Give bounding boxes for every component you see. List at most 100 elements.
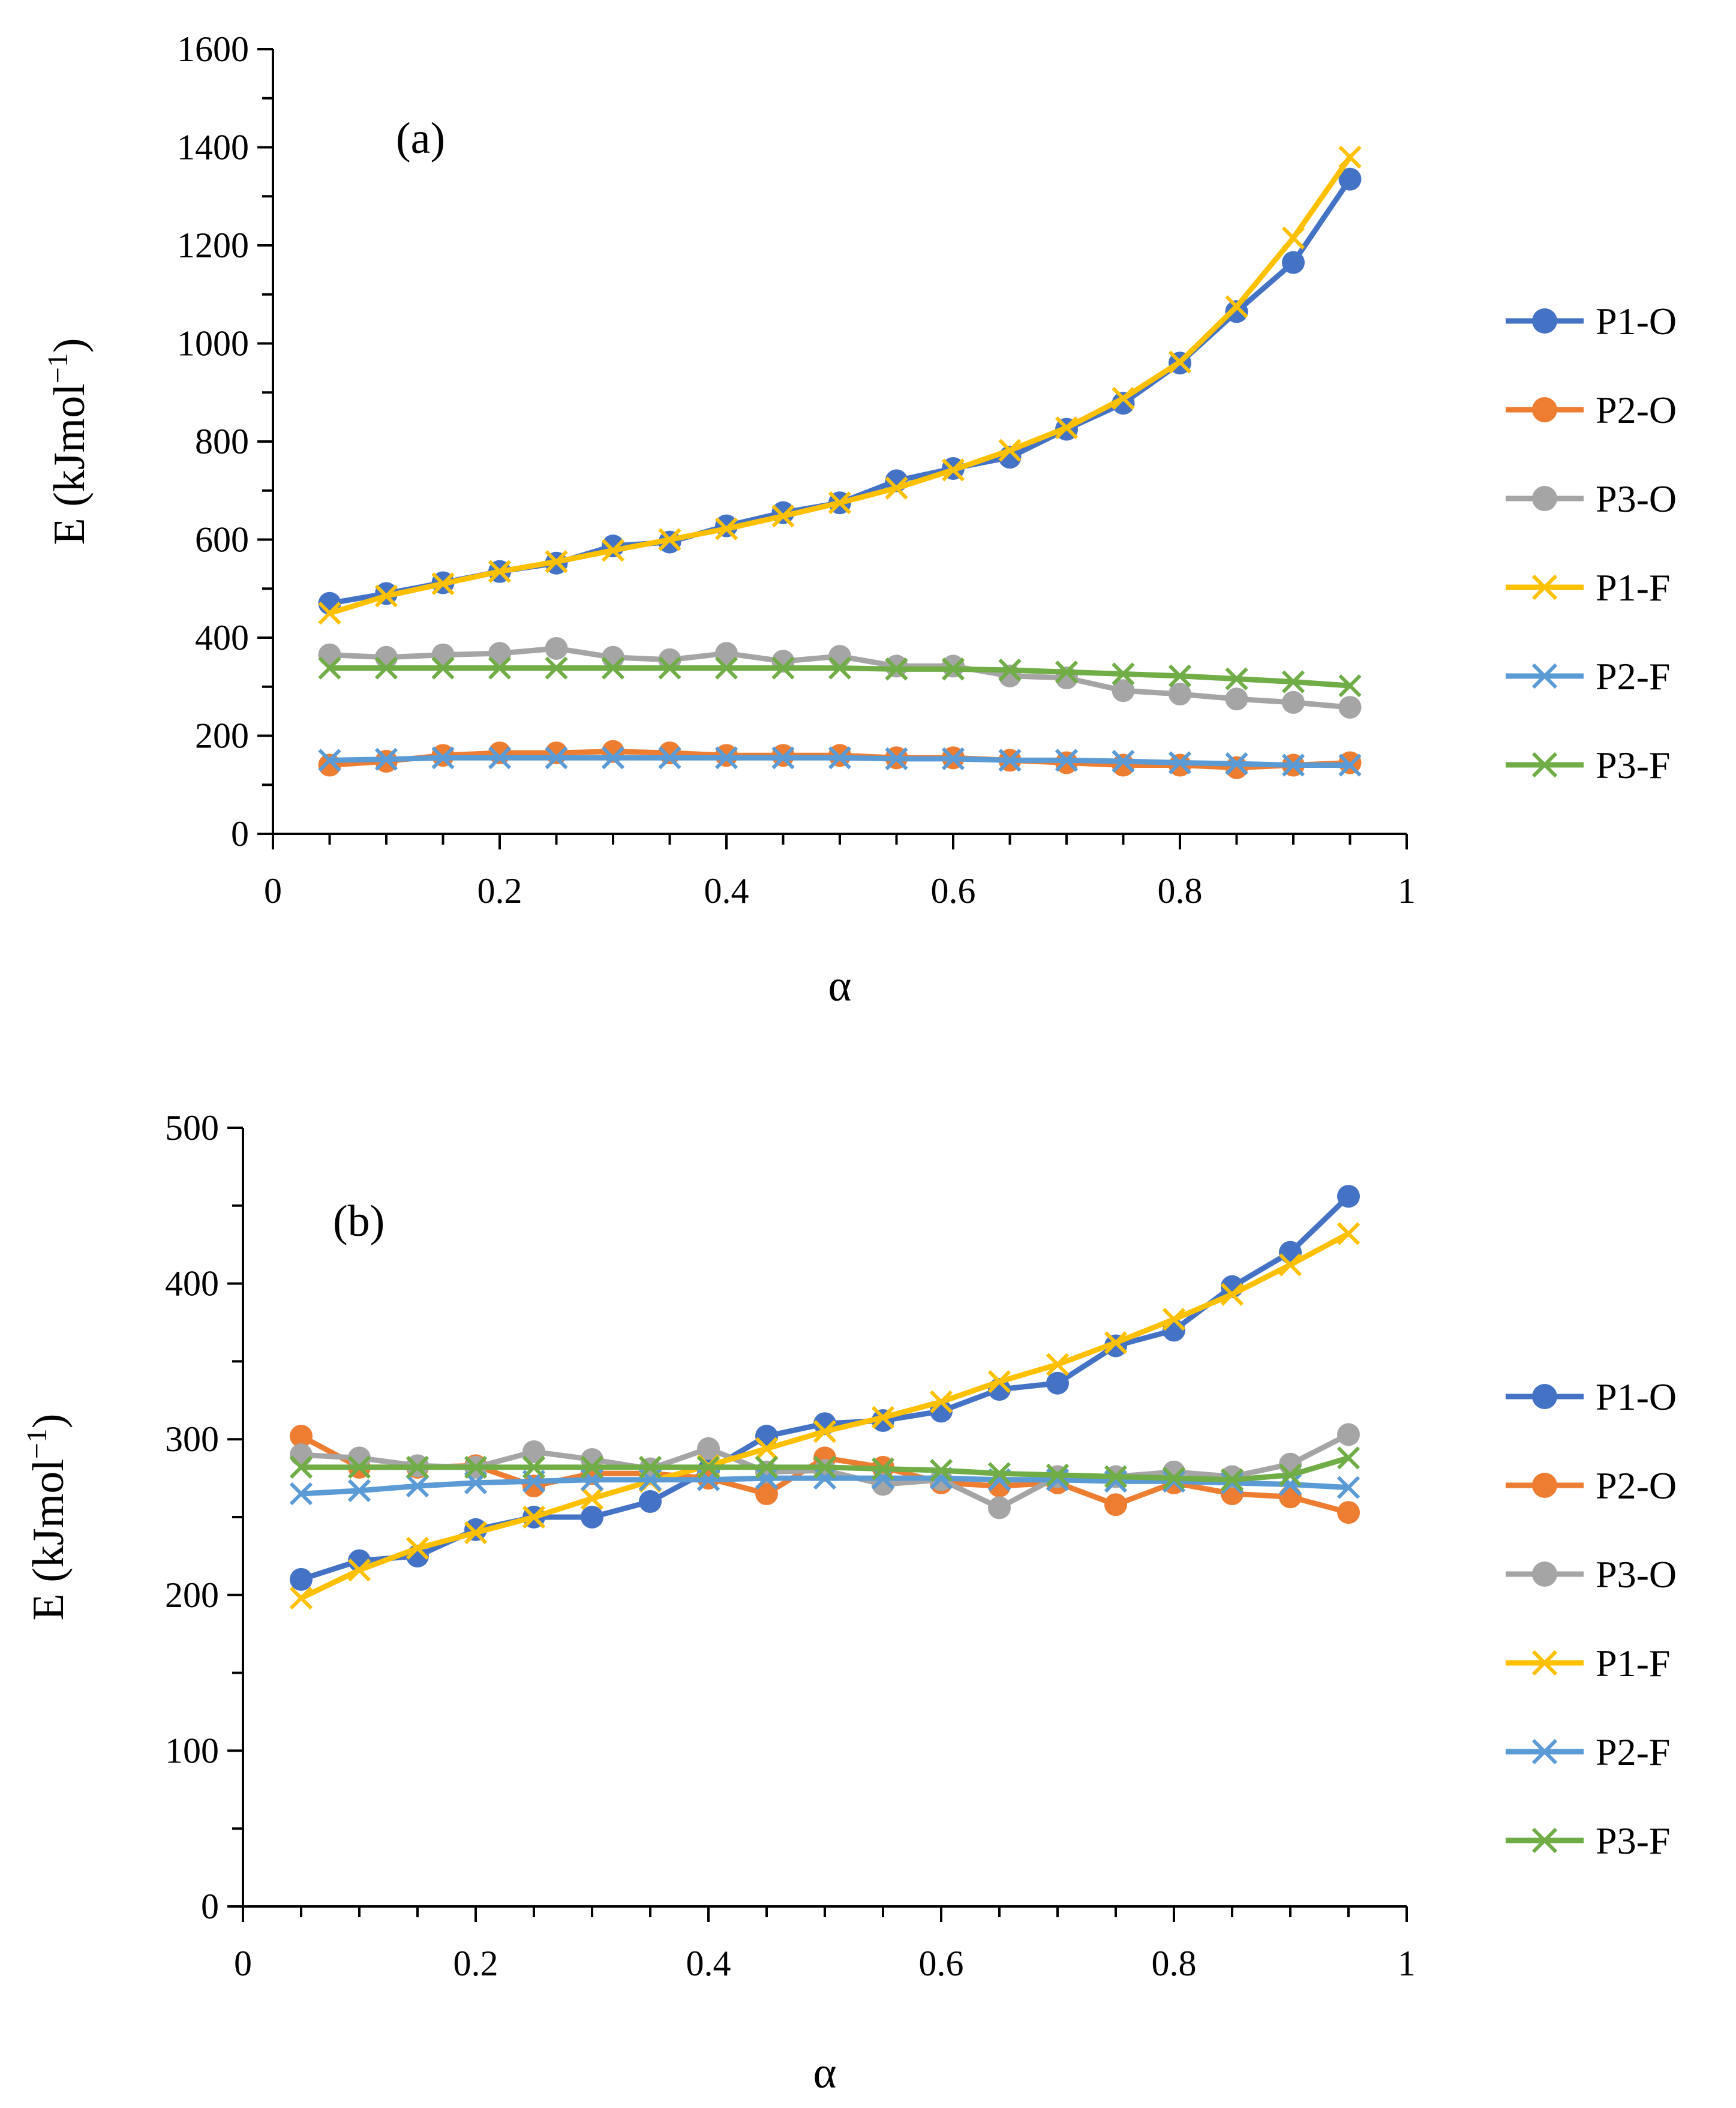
data-point bbox=[714, 656, 738, 680]
data-point-stroke bbox=[987, 1462, 1011, 1485]
legend-entry-p1-f: P1-F bbox=[1506, 566, 1671, 609]
data-point-stroke bbox=[1220, 1283, 1244, 1306]
data-point-stroke bbox=[941, 747, 965, 771]
y-tick-label: 1400 bbox=[177, 128, 249, 167]
data-point bbox=[1104, 1493, 1127, 1517]
data-point-stroke bbox=[1104, 1331, 1128, 1355]
y-tick-label: 200 bbox=[165, 1575, 219, 1615]
x-tick-label: 0.4 bbox=[704, 871, 749, 911]
legend-entry-p3-o: P3-O bbox=[1506, 478, 1677, 520]
data-point bbox=[464, 1521, 488, 1545]
data-point bbox=[318, 643, 341, 666]
legend-marker bbox=[1532, 1473, 1557, 1498]
data-point bbox=[545, 656, 568, 680]
data-point bbox=[318, 753, 341, 777]
data-point bbox=[289, 1482, 313, 1506]
y-axis-label-main: E (kJmol bbox=[24, 1459, 73, 1620]
data-point bbox=[290, 1568, 313, 1591]
data-point-stroke bbox=[1281, 753, 1305, 777]
y-tick-label: 0 bbox=[231, 814, 249, 854]
data-point bbox=[1168, 751, 1192, 774]
data-point-stroke bbox=[1168, 751, 1192, 774]
data-point-stroke bbox=[1162, 1308, 1186, 1331]
data-point-stroke bbox=[998, 749, 1022, 772]
data-point-stroke bbox=[580, 1455, 604, 1479]
data-point bbox=[998, 439, 1022, 462]
data-point bbox=[1104, 1465, 1128, 1488]
data-point-stroke bbox=[1046, 1463, 1070, 1487]
data-point bbox=[488, 560, 512, 583]
data-point-stroke bbox=[885, 657, 908, 681]
y-tick-label: 400 bbox=[195, 618, 249, 657]
data-point bbox=[987, 1370, 1011, 1394]
data-point-stroke bbox=[828, 491, 852, 515]
legend-label: P1-O bbox=[1596, 1376, 1677, 1418]
data-point bbox=[885, 657, 908, 681]
data-point bbox=[941, 657, 965, 681]
data-point-stroke bbox=[347, 1559, 371, 1582]
y-axis-label-close: ) bbox=[24, 1414, 73, 1429]
data-point bbox=[941, 458, 965, 482]
data-point-stroke bbox=[1055, 749, 1079, 772]
data-point bbox=[406, 1536, 430, 1560]
legend-label: P2-O bbox=[1596, 389, 1677, 431]
y-tick-label: 1600 bbox=[177, 29, 249, 69]
data-point-stroke bbox=[289, 1586, 313, 1610]
x-axis-label: α bbox=[828, 962, 852, 1011]
data-point bbox=[1279, 1485, 1302, 1509]
data-point-stroke bbox=[714, 656, 738, 680]
data-point bbox=[1282, 251, 1305, 274]
data-point bbox=[1112, 679, 1135, 702]
data-point bbox=[1278, 1463, 1302, 1487]
data-point-stroke bbox=[347, 1479, 371, 1502]
y-axis-label: E (kJmol−1) bbox=[21, 1414, 73, 1621]
data-point-stroke bbox=[522, 1505, 546, 1529]
data-point bbox=[1112, 749, 1135, 773]
data-point-stroke bbox=[638, 1455, 662, 1479]
legend-entry-p2-o: P2-O bbox=[1506, 1464, 1677, 1507]
series-line-p1-f bbox=[329, 155, 1353, 616]
data-point-stroke bbox=[929, 1458, 953, 1482]
data-point bbox=[1281, 226, 1305, 250]
data-point bbox=[1225, 300, 1248, 323]
data-point bbox=[885, 654, 908, 678]
legend-marker bbox=[1531, 663, 1558, 689]
panel-label: (a) bbox=[396, 114, 445, 163]
data-point bbox=[658, 656, 681, 680]
data-point bbox=[1220, 1468, 1244, 1491]
data-point bbox=[1162, 1308, 1186, 1331]
data-point-stroke bbox=[1162, 1470, 1186, 1493]
data-point-stroke bbox=[1046, 1353, 1070, 1376]
data-point bbox=[602, 645, 624, 669]
data-point-stroke bbox=[755, 1455, 779, 1479]
data-point bbox=[1338, 753, 1362, 777]
data-point bbox=[929, 1458, 953, 1482]
data-point bbox=[1338, 696, 1362, 719]
data-point bbox=[885, 747, 908, 771]
x-axis-label: α bbox=[813, 2049, 837, 2098]
data-point-stroke bbox=[1168, 350, 1192, 374]
data-point-stroke bbox=[1055, 660, 1079, 684]
data-point bbox=[828, 656, 852, 680]
data-point bbox=[871, 1406, 895, 1429]
data-point-stroke bbox=[488, 746, 512, 770]
data-point bbox=[1112, 662, 1135, 686]
data-point-stroke bbox=[289, 1455, 313, 1479]
data-point bbox=[998, 658, 1022, 682]
data-point bbox=[545, 636, 568, 660]
data-point bbox=[755, 1437, 779, 1460]
data-point bbox=[998, 749, 1022, 772]
legend-entry-p1-f: P1-F bbox=[1506, 1642, 1671, 1684]
data-point bbox=[522, 1455, 546, 1479]
legend-label: P3-F bbox=[1596, 1819, 1671, 1862]
data-point-stroke bbox=[601, 539, 625, 562]
series-p3-o bbox=[318, 636, 1362, 719]
data-point-stroke bbox=[522, 1455, 546, 1479]
y-tick-label: 200 bbox=[195, 716, 249, 756]
data-point bbox=[347, 1455, 371, 1479]
data-point bbox=[488, 642, 511, 665]
x-tick-label: 0.8 bbox=[1152, 1944, 1197, 1983]
data-point-stroke bbox=[1225, 752, 1248, 776]
data-point bbox=[1225, 687, 1248, 711]
data-point bbox=[347, 1479, 371, 1502]
